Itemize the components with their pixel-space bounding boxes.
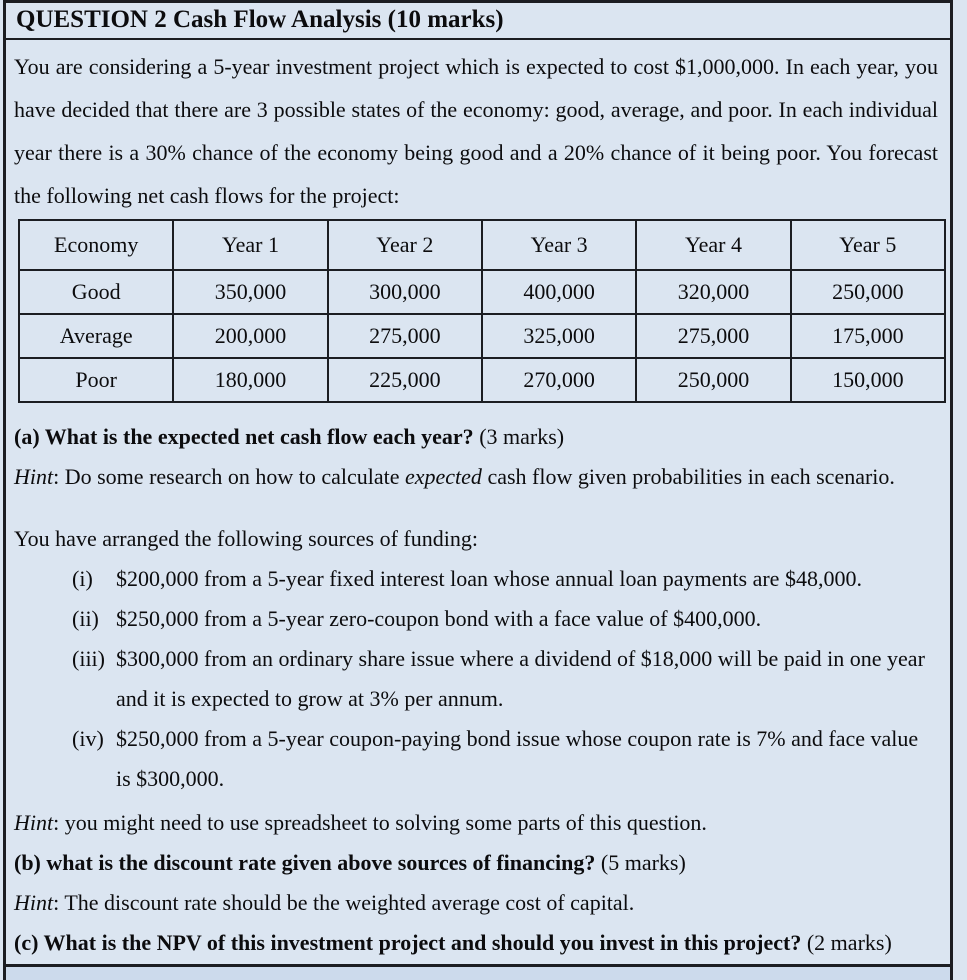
item-number: (ii) — [72, 606, 99, 631]
item-text: $250,000 from a 5-year coupon-paying bon… — [116, 726, 919, 791]
funding-item-iv: (iv) $250,000 from a 5-year coupon-payin… — [14, 719, 938, 799]
column-header-year3: Year 3 — [480, 219, 638, 271]
cashflow-header-row: Economy Year 1 Year 2 Year 3 Year 4 Year… — [17, 219, 947, 271]
cash-value: 400,000 — [480, 269, 638, 315]
cash-value: 250,000 — [635, 357, 792, 403]
question-title: QUESTION 2 Cash Flow Analysis (10 marks) — [6, 3, 950, 40]
hint-b: Hint: The discount rate should be the we… — [14, 883, 938, 923]
cash-value: 180,000 — [172, 357, 329, 403]
blank-line — [14, 497, 938, 519]
funding-intro: You have arranged the following sources … — [14, 526, 478, 551]
hint-general-text: : you might need to use spreadsheet to s… — [53, 810, 707, 835]
column-header-year4: Year 4 — [635, 219, 792, 271]
cash-value: 300,000 — [326, 269, 483, 315]
next-table-row-partial — [3, 967, 953, 980]
part-c-marks: (2 marks) — [801, 930, 892, 955]
item-number: (iv) — [72, 726, 104, 751]
cash-value: 350,000 — [172, 269, 329, 315]
hint-a-prefix: Hint — [14, 464, 54, 489]
item-number: (iii) — [72, 646, 105, 671]
funding-item-i: (i) $200,000 from a 5-year fixed interes… — [14, 559, 938, 599]
column-header-economy: Economy — [17, 219, 175, 271]
hint-b-prefix: Hint — [14, 890, 54, 915]
part-b-marks: (5 marks) — [595, 850, 686, 875]
item-number: (i) — [72, 566, 93, 591]
hint-a-text-1: : Do some research on how to calculate — [53, 464, 405, 489]
hint-a-text-2: cash flow given probabilities in each sc… — [481, 464, 895, 489]
cash-value: 270,000 — [480, 357, 638, 403]
cash-value: 225,000 — [326, 357, 483, 403]
hint-general-prefix: Hint — [14, 810, 54, 835]
cashflow-row-average: Average 200,000 275,000 325,000 275,000 … — [17, 313, 947, 359]
funding-list: (i) $200,000 from a 5-year fixed interes… — [14, 559, 938, 799]
funding-item-iii: (iii) $300,000 from an ordinary share is… — [14, 639, 938, 719]
part-b-question: (b) what is the discount rate given abov… — [14, 843, 938, 883]
part-a-marks: (3 marks) — [473, 424, 565, 449]
part-a-question: (a) What is the expected net cash flow e… — [14, 417, 938, 457]
part-a-text: (a) What is the expected net cash flow e… — [14, 424, 474, 449]
item-text: $250,000 from a 5-year zero-coupon bond … — [116, 606, 762, 631]
cashflow-row-good: Good 350,000 300,000 400,000 320,000 250… — [17, 269, 947, 315]
row-label: Good — [17, 269, 175, 315]
hint-a: Hint: Do some research on how to calcula… — [14, 457, 938, 497]
intro-paragraph: You are considering a 5-year investment … — [14, 54, 938, 208]
part-c-question: (c) What is the NPV of this investment p… — [14, 923, 938, 963]
funding-item-ii: (ii) $250,000 from a 5-year zero-coupon … — [14, 599, 938, 639]
cash-value: 175,000 — [789, 313, 947, 359]
cash-value: 325,000 — [480, 313, 638, 359]
cash-value: 275,000 — [326, 313, 483, 359]
cashflow-row-poor: Poor 180,000 225,000 270,000 250,000 150… — [17, 357, 947, 403]
hint-general: Hint: you might need to use spreadsheet … — [14, 803, 938, 843]
column-header-year1: Year 1 — [172, 219, 329, 271]
row-label: Poor — [17, 357, 175, 403]
cash-value: 320,000 — [635, 269, 792, 315]
item-text: $300,000 from an ordinary share issue wh… — [116, 646, 925, 711]
cash-value: 200,000 — [172, 313, 329, 359]
hint-a-italic-word: expected — [405, 464, 482, 489]
cash-value: 150,000 — [789, 357, 947, 403]
cash-value: 250,000 — [789, 269, 947, 315]
question-body: You are considering a 5-year investment … — [6, 40, 950, 964]
part-b-text: (b) what is the discount rate given abov… — [14, 850, 596, 875]
column-header-year2: Year 2 — [326, 219, 483, 271]
cash-value: 275,000 — [635, 313, 792, 359]
hint-b-text: : The discount rate should be the weight… — [53, 890, 635, 915]
cashflow-table: Economy Year 1 Year 2 Year 3 Year 4 Year… — [17, 219, 947, 403]
part-c-text: (c) What is the NPV of this investment p… — [14, 930, 802, 955]
item-text: $200,000 from a 5-year fixed interest lo… — [116, 566, 862, 591]
column-header-year5: Year 5 — [789, 219, 947, 271]
question-document: QUESTION 2 Cash Flow Analysis (10 marks)… — [3, 0, 953, 967]
row-label: Average — [17, 313, 175, 359]
